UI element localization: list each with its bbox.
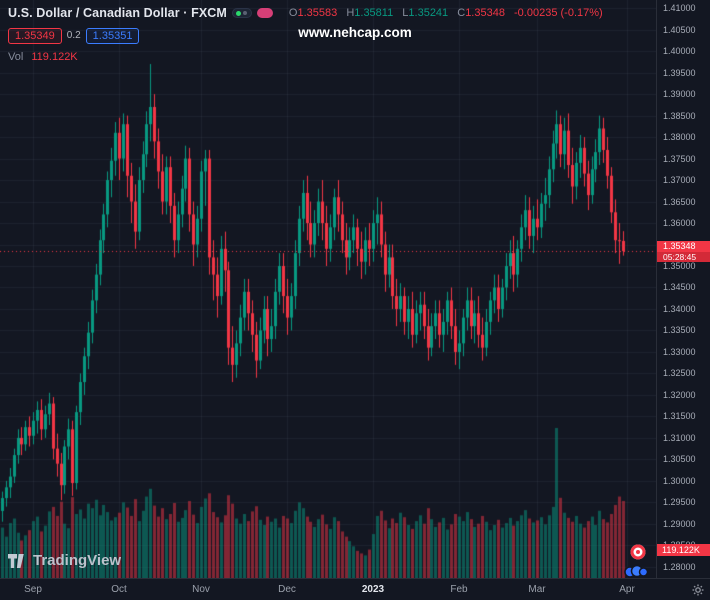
price-axis-label: 1.32000 — [663, 389, 696, 400]
time-axis-label: Oct — [111, 584, 127, 595]
time-axis-label: Apr — [619, 584, 635, 595]
price-axis-label: 1.40000 — [663, 46, 696, 57]
time-axis-label: Feb — [450, 584, 468, 595]
open-value: 1.35583 — [297, 7, 338, 19]
high-value: 1.35811 — [354, 7, 394, 19]
price-axis-label: 1.34000 — [663, 303, 696, 314]
chart-canvas[interactable] — [0, 0, 656, 578]
time-axis[interactable]: Sep Oct Nov Dec 2023 Feb Mar Apr — [0, 578, 710, 600]
price-axis-label: 1.31500 — [663, 411, 696, 422]
price-axis-label: 1.41000 — [663, 3, 696, 14]
price-axis-label: 1.38500 — [663, 110, 696, 121]
price-axis-label: 1.37500 — [663, 153, 696, 164]
legend-row-symbol: U.S. Dollar / Canadian Dollar · FXCM O1.… — [8, 5, 603, 21]
ohlc-readout: O1.35583 H1.35811 L1.35241 C1.35348 -0.0… — [283, 7, 603, 19]
gray-dot-icon — [242, 11, 247, 15]
price-axis-label: 1.29500 — [663, 497, 696, 508]
price-axis-label: 1.30500 — [663, 454, 696, 465]
green-dot-icon — [235, 10, 241, 16]
symbol-title[interactable]: U.S. Dollar / Canadian Dollar · FXCM — [8, 6, 227, 20]
price-axis-label: 1.33500 — [663, 325, 696, 336]
last-price-badge: 1.35348 05:28:45 — [657, 241, 710, 262]
spread-value: 0.2 — [66, 30, 81, 41]
blue-circles-icon[interactable] — [624, 563, 649, 584]
price-axis-label: 1.33000 — [663, 346, 696, 357]
price-axis-label: 1.29000 — [663, 518, 696, 529]
open-label: O — [288, 7, 298, 19]
tradingview-logo-icon — [8, 553, 24, 568]
chart-legend: U.S. Dollar / Canadian Dollar · FXCM O1.… — [8, 5, 603, 63]
time-axis-label: Sep — [24, 584, 42, 595]
volume-indicator-value: 119.122K — [31, 51, 78, 63]
tradingview-logo[interactable]: TradingView — [8, 552, 121, 569]
legend-row-quotes: 1.35349 0.2 1.35351 — [8, 27, 603, 44]
price-axis[interactable]: 1.35348 05:28:45 119.122K 1.41000 1.40500… — [656, 0, 710, 578]
price-axis-label: 1.38000 — [663, 132, 696, 143]
price-axis-label: 1.37000 — [663, 175, 696, 186]
tradingview-logo-text: TradingView — [33, 552, 122, 569]
time-axis-label: Dec — [278, 584, 296, 595]
status-dot-pill-icon[interactable] — [231, 8, 252, 18]
price-axis-label: 1.35000 — [663, 261, 696, 271]
price-axis-label: 1.39000 — [663, 89, 696, 100]
legend-row-volume: Vol 119.122K — [8, 51, 603, 63]
last-price-value: 1.35348 — [657, 241, 710, 252]
price-axis-label: 1.39500 — [663, 67, 696, 78]
price-axis-label: 1.34500 — [663, 282, 696, 293]
price-axis-label: 1.32500 — [663, 368, 696, 379]
price-axis-label: 1.31000 — [663, 432, 696, 443]
volume-indicator-label: Vol — [8, 51, 24, 63]
high-label: H — [346, 7, 355, 19]
price-axis-label: 1.36000 — [663, 218, 696, 229]
red-ring-icon[interactable] — [629, 543, 647, 566]
low-value: 1.35241 — [408, 7, 449, 19]
sell-price-button[interactable]: 1.35349 — [8, 27, 62, 44]
watermark-text: www.nehcap.com — [298, 25, 412, 40]
price-axis-label: 1.36500 — [663, 196, 696, 207]
bar-countdown: 05:28:45 — [657, 252, 710, 262]
price-axis-label: 1.30000 — [663, 475, 696, 486]
change-value: -0.00235 (-0.17%) — [514, 7, 603, 19]
settings-gear-icon[interactable] — [692, 583, 704, 600]
time-axis-label: 2023 — [361, 584, 385, 595]
buy-price-button[interactable]: 1.35351 — [85, 27, 140, 44]
close-label: C — [457, 7, 466, 19]
price-axis-label: 1.28000 — [663, 561, 696, 572]
low-label: L — [402, 7, 409, 19]
time-axis-label: Nov — [192, 584, 210, 595]
close-value: 1.35348 — [465, 7, 505, 19]
pink-pill-icon[interactable] — [256, 8, 273, 18]
volume-axis-badge: 119.122K — [657, 544, 710, 556]
time-axis-label: Mar — [528, 584, 546, 595]
price-axis-label: 1.40500 — [663, 24, 696, 35]
